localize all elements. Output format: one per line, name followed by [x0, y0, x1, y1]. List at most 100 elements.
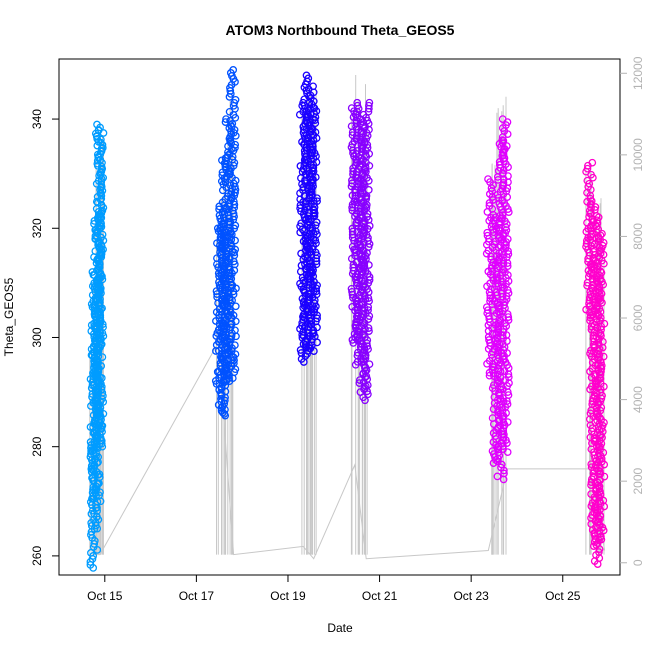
point-5-3-28: [596, 313, 605, 322]
point-5-3-101: [597, 532, 605, 541]
x-tick-label-0: Oct 15: [87, 589, 123, 603]
point-4-2-113: [499, 475, 508, 484]
point-2-3-58: [306, 278, 315, 287]
y2-tick-label-5: 10000: [631, 138, 645, 172]
point-1-3-0: [222, 115, 230, 123]
y-axis-label: Theta_GEOS5: [2, 277, 16, 356]
point-5-1-2: [591, 203, 600, 211]
point-3-3-65: [364, 294, 373, 302]
point-5-2-27: [596, 294, 604, 302]
point-4-3-70: [499, 325, 508, 333]
point-0-0-92: [89, 552, 98, 560]
point-3-3-2: [365, 104, 373, 113]
point-4-2-110: [500, 466, 508, 475]
point-0-0-90: [93, 546, 102, 554]
point-1-3-15: [222, 160, 230, 169]
point-1-4-104: [225, 377, 234, 386]
series-2: [295, 71, 321, 366]
x-tick-label-5: Oct 25: [545, 589, 581, 603]
point-4-3-85: [504, 370, 513, 378]
point-2-3-80: [306, 344, 315, 353]
y2-tick-label-0: 0: [631, 559, 645, 566]
series-5: [582, 158, 609, 568]
point-2-0-43: [296, 228, 305, 237]
point-1-4-85: [226, 320, 235, 329]
point-2-3-37: [306, 215, 315, 224]
axes-layer: Oct 15 Oct 17 Oct 19 Oct 21 Oct 23 Oct 25 260 2…: [30, 56, 645, 603]
point-0-4-100: [97, 424, 106, 433]
point-1-4-31: [230, 158, 239, 167]
point-5-2-106: [590, 530, 599, 539]
point-2-2-3: [306, 91, 315, 100]
x-tick-label-3: Oct 21: [362, 589, 398, 603]
point-0-2-87: [95, 470, 104, 479]
point-4-3-17: [499, 166, 508, 174]
point-4-1-22: [493, 279, 502, 288]
point-0-0-94: [86, 558, 95, 566]
y2-tick-label-6: 12000: [631, 56, 645, 90]
point-5-1-0: [587, 197, 596, 205]
point-5-2-111: [595, 545, 604, 553]
point-5-3-21: [594, 292, 602, 301]
plot-frame: [58, 58, 621, 576]
point-2-3-28: [307, 188, 316, 197]
y2-tick-label-2: 4000: [631, 386, 645, 413]
point-4-3-111: [503, 448, 512, 456]
point-0-2-86: [89, 467, 98, 475]
point-3-2-48: [360, 259, 369, 267]
point-4-0-11: [483, 208, 492, 216]
point-0-2-93: [96, 488, 104, 497]
point-1-2-86: [221, 411, 230, 420]
point-0-4-1: [99, 129, 108, 137]
point-3-2-16: [361, 163, 370, 171]
point-5-2-116: [593, 560, 602, 568]
points-layer: [86, 66, 609, 572]
point-3-2-27: [357, 196, 366, 204]
point-3-3-40: [359, 219, 368, 227]
y-tick-label-1: 280: [30, 436, 44, 456]
point-3-3-75: [364, 324, 373, 332]
point-5-3-39: [594, 346, 603, 355]
point-5-1-88: [587, 460, 596, 469]
point-5-3-11: [593, 262, 602, 271]
point-4-1-52: [489, 369, 498, 378]
point-4-1-82: [489, 459, 498, 467]
point-0-4-65: [98, 320, 107, 329]
point-2-3-68: [307, 308, 315, 317]
point-2-0-35: [296, 204, 304, 213]
point-2-3-67: [307, 305, 316, 314]
series-4: [482, 115, 513, 484]
point-5-0-11: [586, 191, 595, 200]
point-1-4-61: [230, 248, 238, 257]
point-2-3-57: [306, 275, 315, 284]
point-3-3-76: [365, 327, 373, 335]
point-1-4-79: [231, 302, 240, 311]
x-tick-label-1: Oct 17: [179, 589, 215, 603]
point-3-2-88: [355, 379, 364, 387]
point-5-3-102: [597, 535, 606, 544]
point-4-2-112: [493, 472, 502, 481]
point-4-2-106: [494, 454, 502, 463]
series-3: [347, 98, 374, 405]
point-0-2-96: [96, 497, 105, 506]
point-1-3-87: [222, 377, 231, 386]
point-1-3-41: [221, 238, 230, 247]
point-2-3-4: [311, 116, 319, 125]
point-5-3-60: [593, 409, 602, 418]
x-axis-label: Date: [327, 621, 353, 635]
point-4-3-91: [503, 388, 512, 396]
point-0-4-91: [99, 398, 108, 406]
altitude-line: [93, 340, 606, 560]
point-3-2-87: [355, 376, 364, 384]
point-2-0-86: [299, 358, 308, 366]
point-3-3-73: [359, 318, 367, 326]
point-1-1-48: [214, 346, 223, 355]
y-tick-label-3: 320: [30, 218, 44, 238]
point-0-4-45: [95, 260, 104, 269]
point-2-2-50: [303, 232, 312, 241]
point-4-1-34: [495, 315, 504, 324]
point-3-3-99: [361, 396, 369, 405]
point-5-3-71: [596, 442, 604, 451]
chart-title: ATOM3 Northbound Theta_GEOS5: [226, 22, 455, 38]
